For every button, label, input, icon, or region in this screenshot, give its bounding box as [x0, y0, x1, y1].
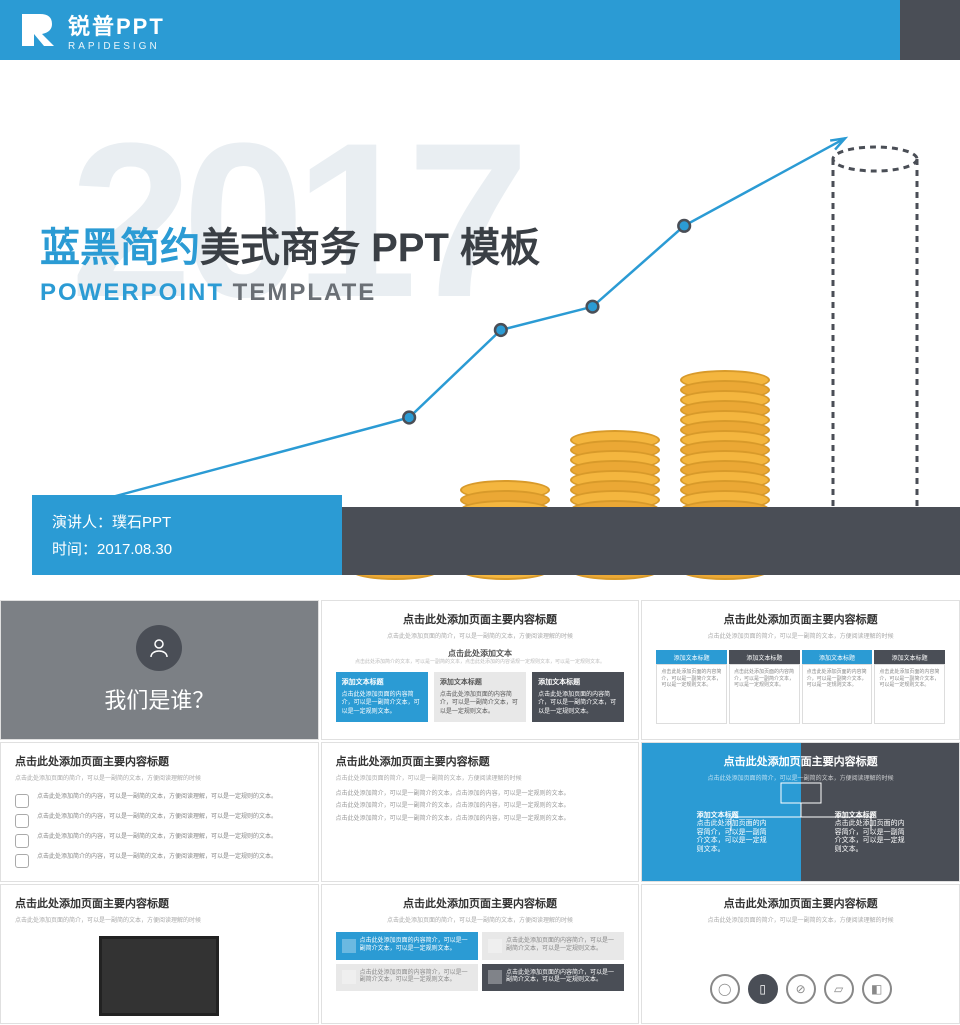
tabs4: 添加文本标题 添加文本标题 添加文本标题 添加文本标题: [656, 650, 945, 664]
opts-grid: 点击此处添加页面的内容简介，可以是一副简介文本，可以是一定规则文本。 点击此处添…: [336, 932, 625, 991]
circle-icon: ▱: [824, 974, 854, 1004]
add-text-box: 点击此处添加简介的文本，可以是一副简的文本，点击此处添加的内容请规一定规则文本，…: [336, 659, 625, 666]
whoarewe-text: 我们是谁？: [104, 683, 214, 715]
opt-icon: [488, 970, 502, 984]
tab-body: 点击此处添加页面的内容简介，可以是一副简介文本，可以是一定规则文本。: [874, 664, 945, 724]
thumb-title: 点击此处添加页面主要内容标题: [336, 895, 625, 911]
info-dark-bar: [342, 507, 960, 575]
thumb-3cols: 点击此处添加页面主要内容标题 点击此处添加页面的简介，可以是一副简的文本，方便阅…: [321, 600, 640, 740]
circle-icon: ⊘: [786, 974, 816, 1004]
title-en-a: POWERPOINT: [40, 279, 224, 306]
tl-body: 点击此处添加简介的内容，可以是一副简的文本，方便阅读理解，可以是一定规则的文本。: [37, 854, 277, 868]
thumb-title: 点击此处添加页面主要内容标题: [656, 753, 945, 769]
thumb-sub: 点击此处添加页面的简介，可以是一副简的文本，方便阅读理解的时候: [15, 773, 304, 782]
top-dark-square: [900, 0, 960, 60]
tab-body: 点击此处添加页面的内容简介，可以是一副简介文本，可以是一定规则文本。: [729, 664, 800, 724]
logo-icon: [18, 10, 58, 50]
thumb-title: 点击此处添加页面主要内容标题: [15, 753, 304, 769]
tab-head: 添加文本标题: [874, 650, 945, 664]
person-icon: [136, 625, 182, 671]
thumb-icons: 点击此处添加页面主要内容标题 点击此处添加页面的简介，可以是一副简的文本，方便阅…: [641, 884, 960, 1024]
thumb-timeline: 点击此处添加页面主要内容标题 点击此处添加页面的简介，可以是一副简的文本，方便阅…: [0, 742, 319, 882]
hero-top-bar: 锐普PPT RAPIDESIGN: [0, 0, 960, 60]
laptop-shape: [99, 936, 219, 1016]
tl-body: 点击此处添加简介的内容，可以是一副简的文本，方便阅读理解，可以是一定规则的文本。: [37, 814, 277, 828]
thumb-title: 点击此处添加页面主要内容标题: [336, 611, 625, 627]
thumb-text: 点击此处添加页面主要内容标题 点击此处添加页面的简介，可以是一副简的文本，方便阅…: [321, 742, 640, 882]
col-body: 点击此处添加页面的内容简介，可以是一副简介文本，可以是一定规则文本。: [538, 692, 616, 715]
timeline-icon: [15, 854, 29, 868]
brand-logo: 锐普PPT RAPIDESIGN: [0, 9, 165, 52]
tab-head: 添加文本标题: [656, 650, 727, 664]
opt-text: 点击此处添加页面的内容简介，可以是一副简介文本，可以是一定规则文本。: [506, 938, 618, 954]
speaker-value: 璞石PPT: [112, 514, 171, 531]
thumb-opts: 点击此处添加页面主要内容标题 点击此处添加页面的简介，可以是一副简的文本，方便阅…: [321, 884, 640, 1024]
tl-body: 点击此处添加简介的内容，可以是一副简的文本，方便阅读理解，可以是一定规则的文本。: [37, 794, 277, 808]
tabs-body: 点击此处添加页面的内容简介，可以是一副简介文本，可以是一定规则文本。 点击此处添…: [656, 664, 945, 724]
thumb-title: 点击此处添加页面主要内容标题: [656, 611, 945, 627]
connector-lines: [701, 777, 901, 867]
thumb-sub: 点击此处添加页面的简介，可以是一副简的文本，方便阅读理解的时候: [15, 915, 304, 924]
opt-text: 点击此处添加页面的内容简介，可以是一副简介文本，可以是一定规则文本。: [360, 938, 472, 954]
thumbnail-grid: 我们是谁？ 点击此处添加页面主要内容标题 点击此处添加页面的简介，可以是一副简的…: [0, 600, 960, 1024]
circle-icon: ◯: [710, 974, 740, 1004]
circle-icon-active: ▯: [748, 974, 778, 1004]
title-cn-blue: 蓝黑简约: [40, 226, 200, 270]
opt-text: 点击此处添加页面的内容简介，可以是一副简介文本，可以是一定规则文本。: [360, 970, 472, 986]
tab-body: 点击此处添加页面的内容简介，可以是一副简介文本，可以是一定规则文本。: [656, 664, 727, 724]
time-value: 2017.08.30: [97, 541, 172, 558]
timeline-icon: [15, 834, 29, 848]
col-title: 添加文本标题: [538, 678, 618, 688]
col-body: 点击此处添加页面的内容简介，可以是一副简介文本，可以是一定规则文本。: [440, 692, 518, 715]
tab-head: 添加文本标题: [729, 650, 800, 664]
thumb-sub: 点击此处添加页面的简介，可以是一副简的文本，方便阅读理解的时候: [336, 631, 625, 640]
thumb-sub: 点击此处添加页面的简介，可以是一副简的文本，方便阅读理解的时候: [336, 915, 625, 924]
circle-icon: ◧: [862, 974, 892, 1004]
timeline-icon: [15, 814, 29, 828]
txt-block: 点击此处添加简介，可以是一副简介的文本，点击添加的内容，可以是一定规则的文本。: [336, 790, 625, 798]
logo-text-cn: 锐普PPT: [68, 9, 165, 41]
thumb-title: 点击此处添加页面主要内容标题: [336, 753, 625, 769]
opt-icon: [342, 970, 356, 984]
col-body: 点击此处添加页面的内容简介，可以是一副简介文本，可以是一定规则文本。: [342, 692, 420, 715]
info-blue-box: 演讲人：璞石PPT 时间：2017.08.30: [32, 495, 342, 575]
opt-text: 点击此处添加页面的内容简介，可以是一副简介文本，可以是一定规则文本。: [506, 970, 618, 986]
thumb-sub: 点击此处添加页面的简介，可以是一副简的文本，方便阅读理解的时候: [336, 773, 625, 782]
logo-text-en: RAPIDESIGN: [68, 41, 165, 52]
tl-body: 点击此处添加简介的内容，可以是一副简的文本，方便阅读理解，可以是一定规则的文本。: [37, 834, 277, 848]
thumb-sub: 点击此处添加页面的简介，可以是一副简的文本，方便阅读理解的时候: [656, 631, 945, 640]
add-text-heading: 点击此处添加文本: [336, 648, 625, 659]
txt-block: 点击此处添加简介，可以是一副简介的文本，点击添加的内容，可以是一定规则的文本。: [336, 815, 625, 823]
tab-body: 点击此处添加页面的内容简介，可以是一副简介文本，可以是一定规则文本。: [802, 664, 873, 724]
timeline: 点击此处添加简介的内容，可以是一副简的文本，方便阅读理解，可以是一定规则的文本。…: [15, 790, 304, 868]
speaker-label: 演讲人：: [52, 514, 112, 531]
thumb-title: 点击此处添加页面主要内容标题: [15, 895, 304, 911]
hero-slide: 锐普PPT RAPIDESIGN 2017 蓝黑简约美式商务 PPT 模板 PO…: [0, 0, 960, 600]
txt-block: 点击此处添加简介，可以是一副简介的文本，点击添加的内容，可以是一定规则的文本。: [336, 802, 625, 810]
thumb-sub: 点击此处添加页面的简介，可以是一副简的文本，方便阅读理解的时候: [656, 915, 945, 924]
tab-head: 添加文本标题: [802, 650, 873, 664]
thumb-4tabs: 点击此处添加页面主要内容标题 点击此处添加页面的简介，可以是一副简的文本，方便阅…: [641, 600, 960, 740]
icons-row: ◯ ▯ ⊘ ▱ ◧: [656, 974, 945, 1004]
opt-icon: [488, 939, 502, 953]
cols3: 添加文本标题点击此处添加页面的内容简介，可以是一副简介文本，可以是一定规则文本。…: [336, 672, 625, 722]
thumb-whoarewe: 我们是谁？: [0, 600, 319, 740]
opt-icon: [342, 939, 356, 953]
timeline-icon: [15, 794, 29, 808]
thumb-title: 点击此处添加页面主要内容标题: [656, 895, 945, 911]
thumb-split: 点击此处添加页面主要内容标题 点击此处添加页面的简介，可以是一副简的文本，方便阅…: [641, 742, 960, 882]
time-label: 时间：: [52, 541, 97, 558]
col-title: 添加文本标题: [342, 678, 422, 688]
col-title: 添加文本标题: [440, 678, 520, 688]
thumb-device: 点击此处添加页面主要内容标题 点击此处添加页面的简介，可以是一副简的文本，方便阅…: [0, 884, 319, 1024]
